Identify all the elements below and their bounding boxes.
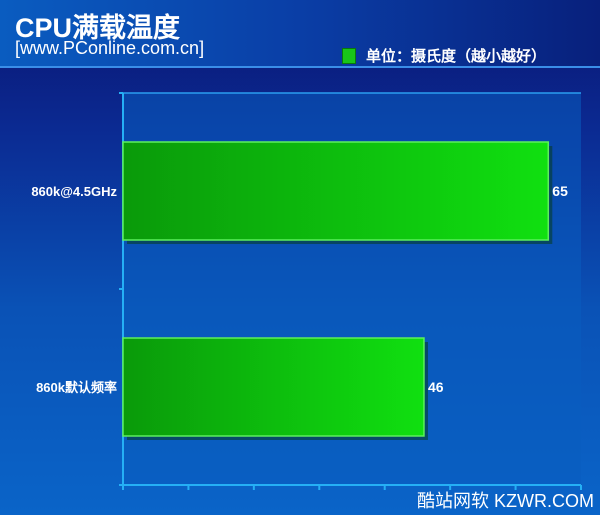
legend-swatch — [342, 47, 356, 64]
chart-header: CPU满载温度 [www.PConline.com.cn] 单位：摄氏度（越小越… — [0, 0, 600, 68]
category-label: 860k@4.5GHz — [31, 184, 117, 199]
data-label: 65 — [552, 183, 568, 199]
bar — [122, 141, 550, 241]
category-label: 860k默认频率 — [36, 380, 117, 395]
chart-subtitle: [www.PConline.com.cn] — [15, 38, 205, 58]
legend-label: 单位：摄氏度（越小越好） — [366, 47, 547, 65]
bar — [122, 337, 425, 437]
watermark: 酷站网软 KZWR.COM — [417, 491, 594, 511]
legend: 单位：摄氏度（越小越好） — [342, 45, 546, 66]
chart-title: CPU满载温度 — [15, 13, 181, 43]
data-label: 46 — [428, 379, 444, 395]
